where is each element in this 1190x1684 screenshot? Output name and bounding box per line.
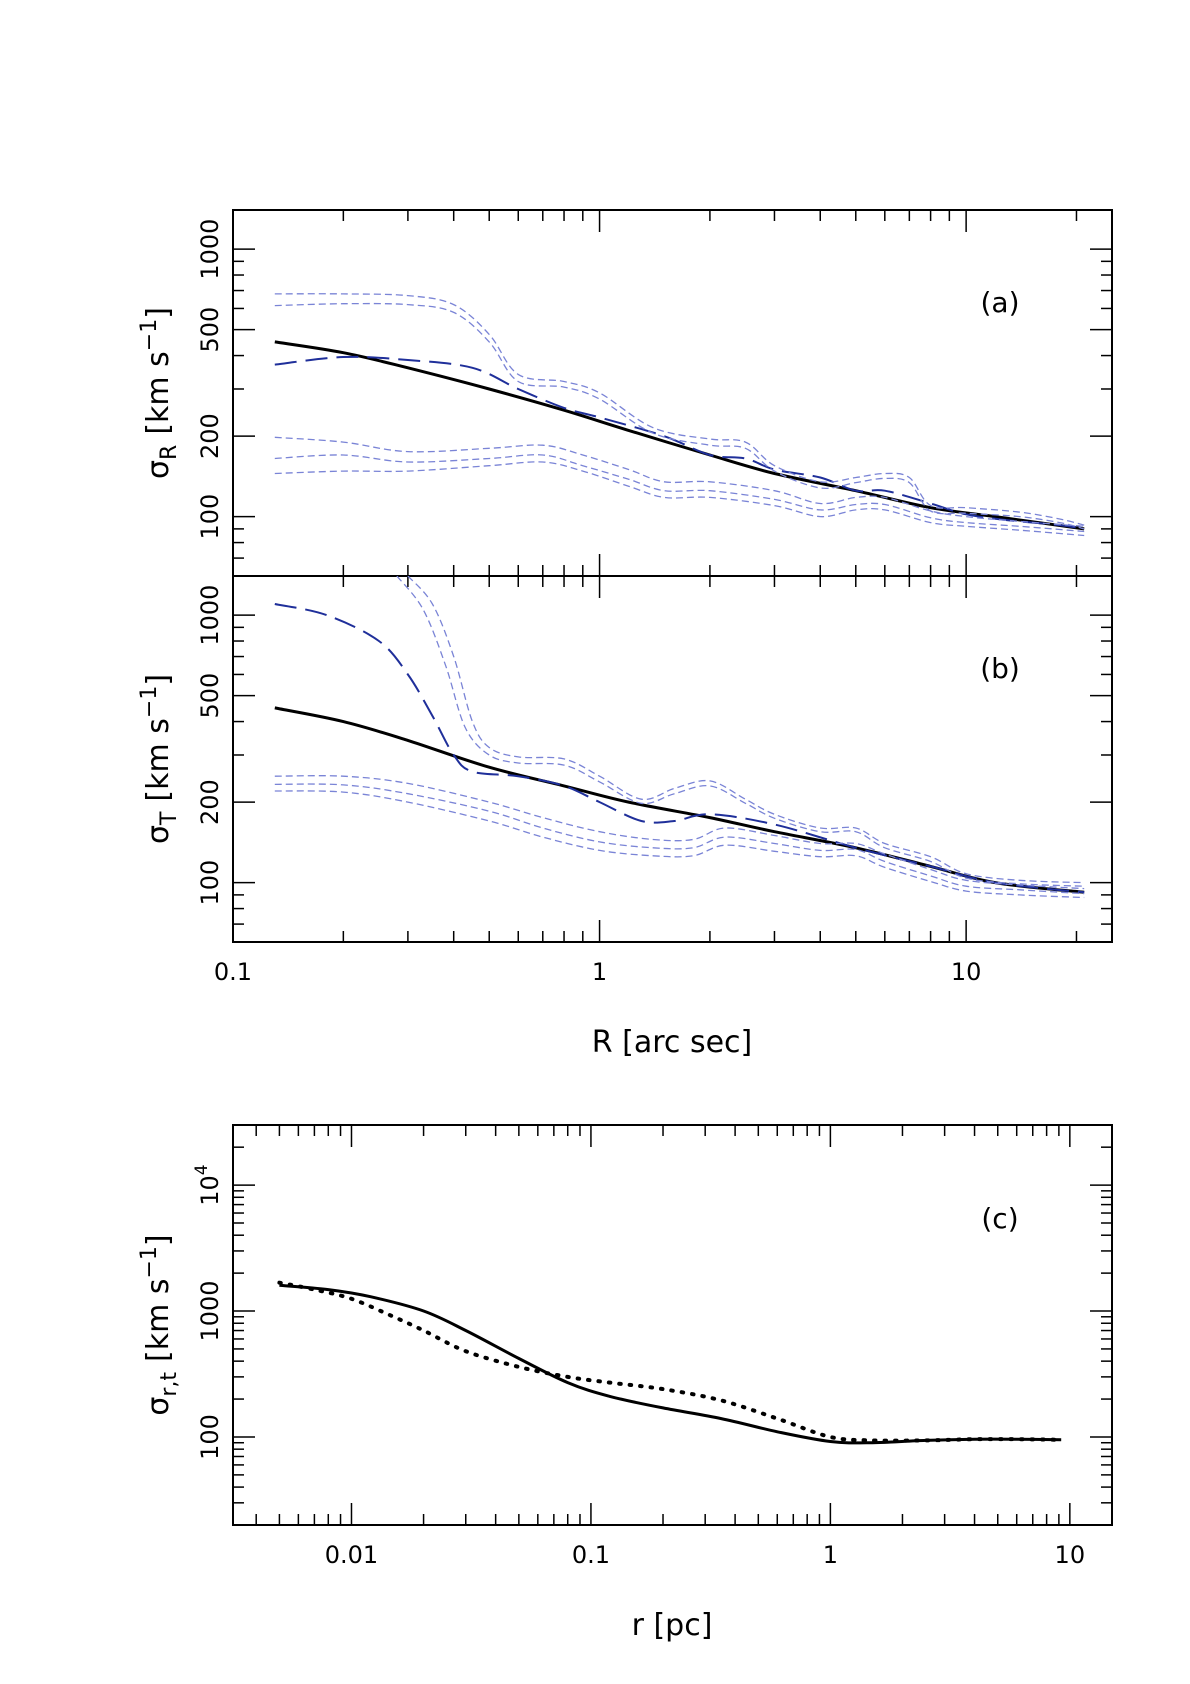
y-tick-label: 100 bbox=[196, 494, 224, 540]
panel-a-ylabel-exp: −1 bbox=[137, 319, 162, 351]
bottom-xlabel: r [pc] bbox=[632, 1608, 713, 1643]
x-tick-label: 1 bbox=[592, 958, 607, 986]
top-xlabel: R [arc sec] bbox=[592, 1025, 752, 1060]
y-tick-label: 500 bbox=[196, 673, 224, 719]
panel-a: 100 200 500 1000 (a) σR [km s−1] bbox=[137, 209, 1113, 577]
series-lower-3 bbox=[274, 461, 1085, 537]
y-tick-label: 500 bbox=[196, 307, 224, 353]
series-lower-1 bbox=[274, 436, 1085, 527]
panel-c-ticks bbox=[233, 1124, 1112, 1526]
x-tick-label: 10 bbox=[951, 958, 982, 986]
panel-b-ylabel-sub: T bbox=[157, 811, 182, 826]
x-tick-label: 0.1 bbox=[214, 958, 252, 986]
power-base: 10 bbox=[196, 1175, 224, 1206]
panel-c-curves bbox=[277, 1280, 1064, 1445]
panel-a-label: (a) bbox=[980, 286, 1019, 319]
panel-c-ytick-labels: 100 1000 104 bbox=[192, 1164, 224, 1459]
x-tick-label: 0.1 bbox=[572, 1541, 610, 1569]
panel-b-ylabel: σT [km s−1] bbox=[137, 674, 182, 844]
y-tick-label: 1000 bbox=[196, 1280, 224, 1341]
panel-c-ylabel-main: σ bbox=[141, 1397, 176, 1416]
panel-a-frame bbox=[232, 209, 1113, 577]
panel-b-curves bbox=[274, 576, 1085, 899]
series-model bbox=[274, 340, 1085, 531]
panel-a-ylabel: σR [km s−1] bbox=[137, 307, 182, 479]
series-lower-3 bbox=[274, 790, 1085, 899]
power-exp: 4 bbox=[192, 1164, 212, 1175]
panel-b-ylabel-main: σ bbox=[141, 825, 176, 844]
y-tick-label: 200 bbox=[196, 413, 224, 459]
panel-b-ylabel-exp: −1 bbox=[137, 686, 162, 718]
panel-c-ylabel-exp: −1 bbox=[137, 1246, 162, 1278]
series-lower-2 bbox=[274, 454, 1085, 533]
series-lower-2 bbox=[274, 783, 1085, 895]
panel-b: 100 200 500 1000 0.1 1 10 (b) σT [km s−1] R [a… bbox=[137, 575, 1113, 1060]
series-upper-2 bbox=[396, 576, 1085, 887]
panel-b-label: (b) bbox=[980, 652, 1020, 685]
y-tick-label-power: 104 bbox=[192, 1164, 224, 1205]
panel-b-xtick-labels: 0.1 1 10 bbox=[214, 958, 981, 986]
series-lower-1 bbox=[274, 775, 1085, 890]
panel-a-ylabel-close: ] bbox=[141, 307, 176, 319]
panel-c-frame bbox=[232, 1124, 1113, 1526]
panel-c-ylabel: σr,t [km s−1] bbox=[137, 1234, 182, 1415]
panel-a-ylabel-sub: R bbox=[157, 445, 182, 460]
series-sigma_t bbox=[277, 1280, 1064, 1443]
panel-c-ylabel-sub: r,t bbox=[157, 1372, 182, 1397]
panel-b-frame bbox=[232, 575, 1113, 943]
panel-c-label: (c) bbox=[981, 1202, 1018, 1235]
x-tick-label: 0.01 bbox=[325, 1541, 378, 1569]
panel-a-ylabel-main: σ bbox=[141, 460, 176, 479]
x-tick-label: 10 bbox=[1055, 1541, 1086, 1569]
series-mean bbox=[274, 355, 1085, 530]
y-tick-label: 100 bbox=[196, 1414, 224, 1460]
series-sigma_r bbox=[279, 1283, 1062, 1445]
panel-b-ticks bbox=[232, 576, 1112, 943]
series-upper-1 bbox=[274, 293, 1085, 526]
panel-c-xtick-labels: 0.01 0.1 1 10 bbox=[325, 1541, 1085, 1569]
y-tick-label: 200 bbox=[196, 779, 224, 825]
panel-b-ylabel-close: ] bbox=[141, 674, 176, 686]
series-upper-1 bbox=[407, 576, 1085, 884]
x-tick-label: 1 bbox=[823, 1541, 838, 1569]
panel-a-ylabel-units: [km s bbox=[141, 351, 176, 434]
panel-a-curves bbox=[274, 293, 1085, 537]
panel-b-ylabel-units: [km s bbox=[141, 718, 176, 801]
y-tick-label: 100 bbox=[196, 860, 224, 906]
y-tick-label: 1000 bbox=[196, 219, 224, 280]
panel-c-ylabel-units: [km s bbox=[141, 1279, 176, 1362]
series-mean bbox=[274, 603, 1085, 894]
panel-b-ytick-labels: 100 200 500 1000 bbox=[196, 585, 224, 906]
panel-c-ylabel-close: ] bbox=[141, 1234, 176, 1246]
panel-a-ticks bbox=[232, 210, 1112, 577]
y-tick-label: 1000 bbox=[196, 585, 224, 646]
series-upper-2 bbox=[274, 302, 1085, 530]
panel-a-ytick-labels: 100 200 500 1000 bbox=[196, 219, 224, 540]
